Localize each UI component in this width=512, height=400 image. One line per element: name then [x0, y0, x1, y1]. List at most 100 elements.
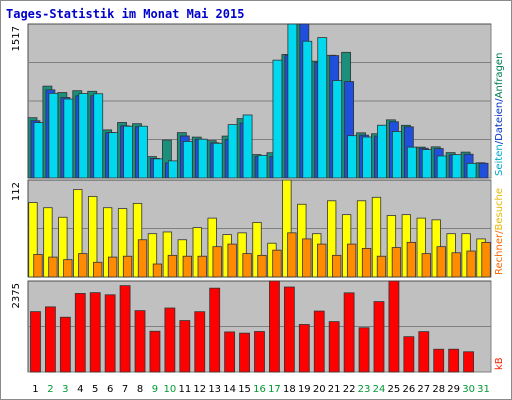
- legend-entry: Anfragen: [494, 53, 505, 99]
- x-tick-label: 26: [402, 384, 415, 395]
- bar-rechner: [197, 255, 207, 278]
- bar-besuche: [356, 200, 367, 278]
- bar-seiten: [287, 23, 298, 179]
- x-tick-label: 4: [77, 384, 83, 395]
- bar-rechner: [78, 253, 88, 278]
- legend-entry: Dateien: [494, 102, 505, 141]
- bar-rechner: [436, 246, 446, 278]
- x-tick-label: 12: [193, 384, 206, 395]
- bar-rechner: [466, 250, 476, 278]
- bar-rechner: [107, 256, 118, 278]
- legend-entry: Rechner: [494, 233, 505, 275]
- x-tick-label: 11: [178, 384, 191, 395]
- bar-seiten: [123, 125, 133, 179]
- bar-seiten: [227, 124, 238, 179]
- bar-seiten: [182, 141, 193, 179]
- bar-besuche: [416, 217, 426, 278]
- legend-entry: /: [494, 98, 505, 102]
- x-tick-label: 1: [32, 384, 38, 395]
- bar-kb: [463, 351, 474, 373]
- bar-seiten: [93, 93, 104, 179]
- bar-seiten: [153, 158, 163, 179]
- bar-seiten: [406, 146, 417, 179]
- bar-kb: [373, 301, 385, 373]
- bar-seiten: [257, 154, 268, 179]
- bar-rechner: [122, 255, 133, 278]
- bar-seiten: [302, 40, 313, 179]
- bar-seiten: [78, 93, 89, 179]
- x-tick-label: 23: [358, 384, 371, 395]
- bar-kb: [254, 331, 265, 373]
- bar-kb: [283, 286, 295, 373]
- bar-besuche: [282, 179, 292, 278]
- y-max-label: 112: [11, 182, 22, 201]
- bar-seiten: [63, 98, 74, 179]
- bar-seiten: [347, 135, 358, 179]
- bar-kb: [433, 348, 445, 373]
- y-max-label: 2375: [11, 283, 22, 308]
- bar-besuche: [371, 196, 382, 278]
- x-tick-label: 2: [47, 384, 53, 395]
- bar-rechner: [48, 256, 58, 278]
- bar-rechner: [227, 243, 237, 278]
- bar-kb: [358, 327, 370, 373]
- bar-rechner: [212, 246, 222, 278]
- bar-rechner: [137, 239, 148, 278]
- bar-kb: [239, 332, 250, 373]
- bar-besuche: [88, 196, 98, 278]
- bar-kb: [388, 280, 400, 373]
- bar-besuche: [252, 222, 262, 278]
- bar-rechner: [302, 238, 312, 278]
- bar-rechner: [167, 254, 178, 278]
- bar-seiten: [33, 122, 44, 179]
- x-tick-label: 20: [313, 384, 326, 395]
- x-tick-label: 5: [92, 384, 98, 395]
- x-tick-label: 9: [152, 384, 158, 395]
- bar-rechner: [182, 255, 192, 278]
- bar-kb: [224, 331, 236, 373]
- bar-besuche: [58, 216, 68, 278]
- bar-kb: [313, 310, 325, 373]
- bar-rechner: [376, 255, 387, 278]
- bar-seiten: [197, 138, 208, 179]
- x-tick-label: 28: [432, 384, 445, 395]
- bar-seiten: [138, 125, 148, 179]
- x-tick-label: 10: [164, 384, 177, 395]
- bar-rechner: [287, 232, 297, 278]
- bar-rechner: [152, 263, 163, 278]
- bar-kb: [403, 336, 415, 373]
- bar-kb: [194, 311, 206, 373]
- bar-seiten: [272, 59, 283, 179]
- legend-text: kB: [494, 357, 505, 370]
- x-tick-label: 7: [122, 384, 128, 395]
- bar-kb: [30, 311, 41, 373]
- bar-kb: [418, 331, 430, 373]
- x-tick-label: 13: [208, 384, 221, 395]
- bar-seiten: [362, 136, 372, 179]
- bar-rechner: [242, 253, 252, 278]
- bar-seiten: [451, 154, 462, 179]
- bar-rechner: [406, 241, 417, 278]
- bar-kb: [45, 306, 56, 373]
- chart-title: Tages-Statistik im Monat Mai 2015: [6, 7, 245, 21]
- bar-rechner: [451, 252, 461, 278]
- bar-kb: [74, 293, 86, 373]
- bar-kb: [149, 330, 161, 373]
- bar-kb: [164, 307, 176, 373]
- bar-seiten: [48, 92, 59, 179]
- bar-besuche: [162, 231, 173, 278]
- x-tick-label: 18: [283, 384, 296, 395]
- bar-kb: [343, 292, 355, 373]
- bar-seiten: [167, 160, 178, 179]
- x-tick-label: 24: [373, 384, 386, 395]
- bar-seiten: [392, 131, 402, 179]
- legend-text: Seiten/Dateien/Anfragen: [494, 53, 505, 176]
- bar-besuche: [73, 189, 83, 278]
- bar-kb: [104, 294, 116, 373]
- x-tick-label: 6: [107, 384, 113, 395]
- x-tick-label: 16: [253, 384, 266, 395]
- bar-besuche: [43, 207, 53, 278]
- bar-besuche: [386, 215, 397, 278]
- bar-seiten: [332, 80, 343, 179]
